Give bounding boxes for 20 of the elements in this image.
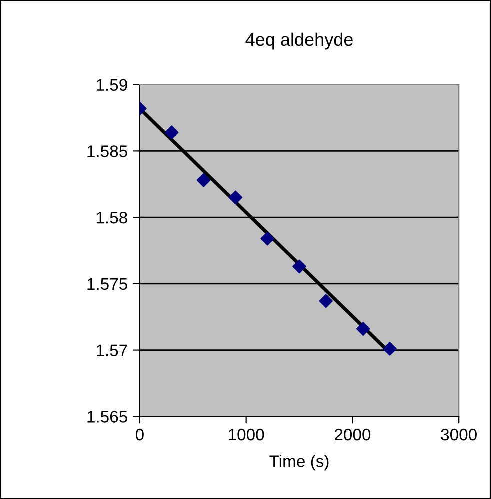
- y-tick-label: 1.59: [96, 79, 128, 92]
- point: [292, 260, 306, 274]
- point: [319, 294, 334, 308]
- y-tick-label: 1.58: [96, 212, 128, 224]
- x-tick-label: 0: [136, 428, 144, 441]
- point: [164, 126, 179, 140]
- point: [383, 342, 397, 356]
- x-tick-label: 2000: [335, 428, 371, 441]
- point: [196, 173, 211, 188]
- point: [260, 232, 274, 246]
- point: [228, 190, 243, 205]
- y-tick-label: 1.585: [88, 146, 128, 158]
- x-axis-title: Time (s): [270, 455, 329, 471]
- y-tick-label: 1.575: [88, 278, 128, 290]
- y-tick-label: 1.565: [88, 411, 128, 423]
- chart-title: 4eq aldehyde: [246, 32, 353, 50]
- x-tick-label: 3000: [441, 428, 477, 441]
- y-tick-label: 1.57: [96, 344, 128, 356]
- x-tick-label: 1000: [229, 428, 264, 441]
- point: [356, 322, 370, 336]
